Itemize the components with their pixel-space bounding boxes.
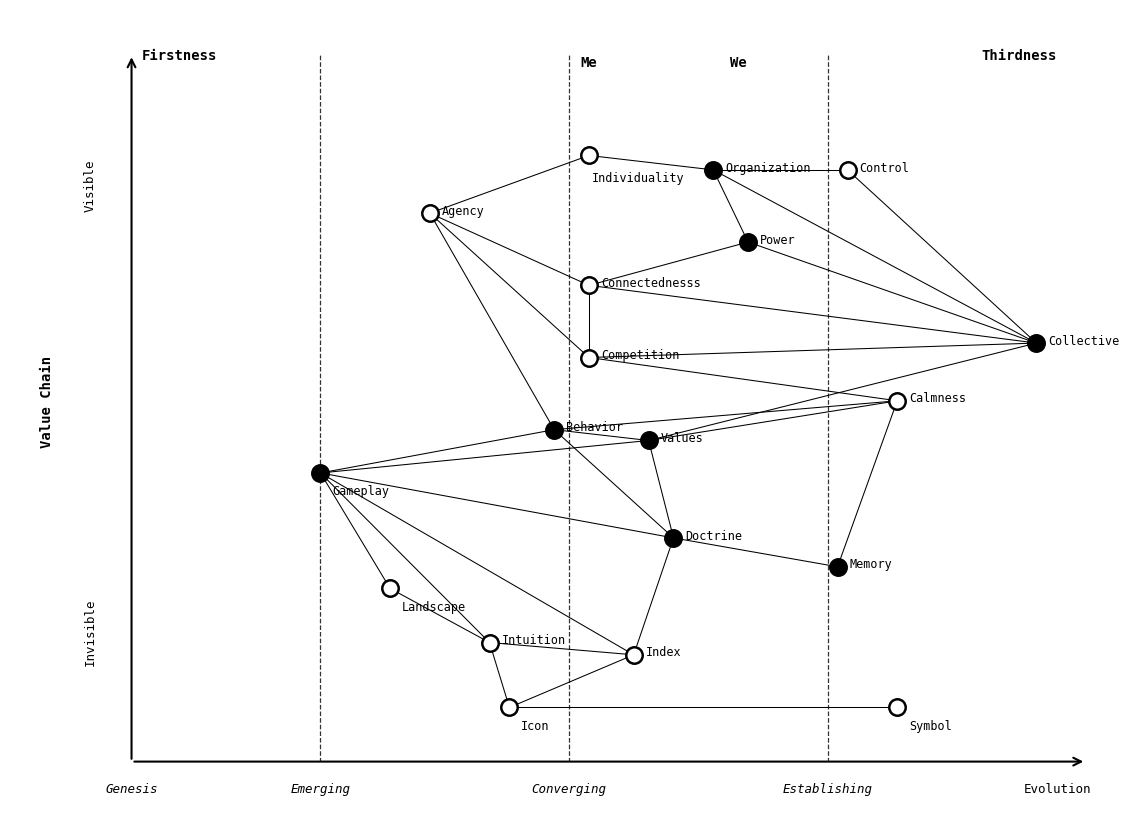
Text: Index: Index (645, 645, 681, 658)
Text: Thirdness: Thirdness (981, 48, 1057, 62)
Text: Collective: Collective (1049, 334, 1120, 347)
Point (838, 164, 857, 177)
Point (888, 395, 906, 408)
Text: Establishing: Establishing (783, 782, 872, 794)
Text: Landscape: Landscape (402, 600, 467, 613)
Text: Gameplay: Gameplay (332, 485, 390, 498)
Text: Genesis: Genesis (105, 782, 158, 794)
Text: Intuition: Intuition (502, 633, 566, 646)
Text: Me: Me (581, 56, 598, 70)
Text: Calmness: Calmness (910, 392, 966, 405)
Text: Values: Values (661, 432, 703, 445)
Text: Evolution: Evolution (1024, 782, 1092, 794)
Point (625, 649, 643, 662)
Point (580, 351, 598, 364)
Text: Icon: Icon (521, 719, 550, 732)
Text: Symbol: Symbol (910, 719, 951, 732)
Point (580, 279, 598, 292)
Point (381, 582, 399, 595)
Point (545, 423, 563, 437)
Text: Individuality: Individuality (592, 171, 685, 184)
Text: Doctrine: Doctrine (686, 529, 742, 542)
Point (888, 701, 906, 714)
Point (1027, 337, 1045, 351)
Point (739, 236, 757, 249)
Point (420, 207, 438, 220)
Text: Competition: Competition (601, 349, 679, 362)
Point (501, 701, 519, 714)
Text: Organization: Organization (725, 161, 810, 174)
Text: Agency: Agency (442, 205, 485, 218)
Point (664, 532, 683, 545)
Point (828, 560, 846, 573)
Text: Connectednesss: Connectednesss (601, 277, 701, 290)
Text: Emerging: Emerging (290, 782, 350, 794)
Text: Power: Power (760, 233, 796, 247)
Point (640, 434, 658, 447)
Text: Behavior: Behavior (566, 421, 623, 434)
Point (704, 164, 722, 177)
Text: Memory: Memory (850, 558, 893, 571)
Text: Firstness: Firstness (141, 48, 217, 62)
Text: Invisible: Invisible (84, 598, 96, 666)
Text: We: We (730, 56, 747, 70)
Text: Value Chain: Value Chain (40, 355, 54, 447)
Point (312, 467, 330, 480)
Point (480, 636, 498, 649)
Point (580, 150, 598, 163)
Text: Control: Control (860, 161, 910, 174)
Text: Visible: Visible (84, 159, 96, 211)
Text: Converging: Converging (531, 782, 607, 794)
